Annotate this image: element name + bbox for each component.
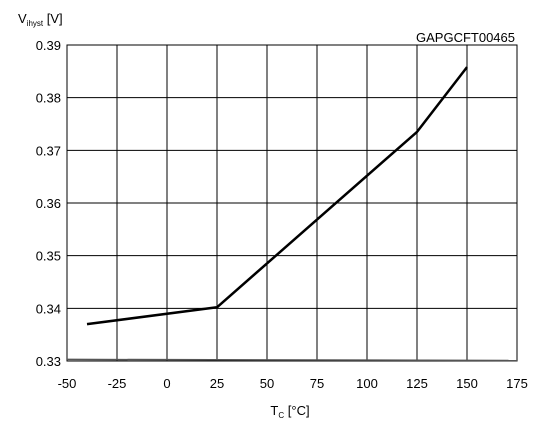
y-tick-label: 0.38 (36, 91, 61, 106)
x-tick-label: 75 (310, 376, 324, 391)
x-tick-label: -25 (108, 376, 127, 391)
figure-id: GAPGCFT00465 (416, 30, 515, 45)
y-tick-label: 0.33 (36, 354, 61, 369)
y-tick-labels: 0.33 0.34 0.35 0.36 0.37 0.38 0.39 (36, 38, 61, 369)
baseline-line (66, 358, 518, 362)
x-tick-label: 25 (210, 376, 224, 391)
series-line (86, 66, 468, 326)
x-tick-label: 125 (406, 376, 428, 391)
x-tick-label: 150 (456, 376, 478, 391)
x-tick-label: 100 (356, 376, 378, 391)
plot-frame (66, 44, 518, 362)
series-layer (86, 66, 468, 326)
x-tick-label: 175 (506, 376, 528, 391)
x-axis-label: TC [°C] (270, 403, 309, 420)
grid (66, 44, 518, 362)
y-axis-label: Vihyst [V] (18, 11, 63, 28)
x-tick-label: 50 (260, 376, 274, 391)
y-tick-label: 0.37 (36, 143, 61, 158)
baseline-layer (66, 358, 518, 362)
y-tick-label: 0.39 (36, 38, 61, 53)
y-tick-label: 0.34 (36, 301, 61, 316)
y-tick-label: 0.36 (36, 196, 61, 211)
x-tick-labels: -50 -25 0 25 50 75 100 125 150 175 (58, 376, 528, 391)
x-tick-label: 0 (163, 376, 170, 391)
y-tick-label: 0.35 (36, 249, 61, 264)
x-tick-label: -50 (58, 376, 77, 391)
